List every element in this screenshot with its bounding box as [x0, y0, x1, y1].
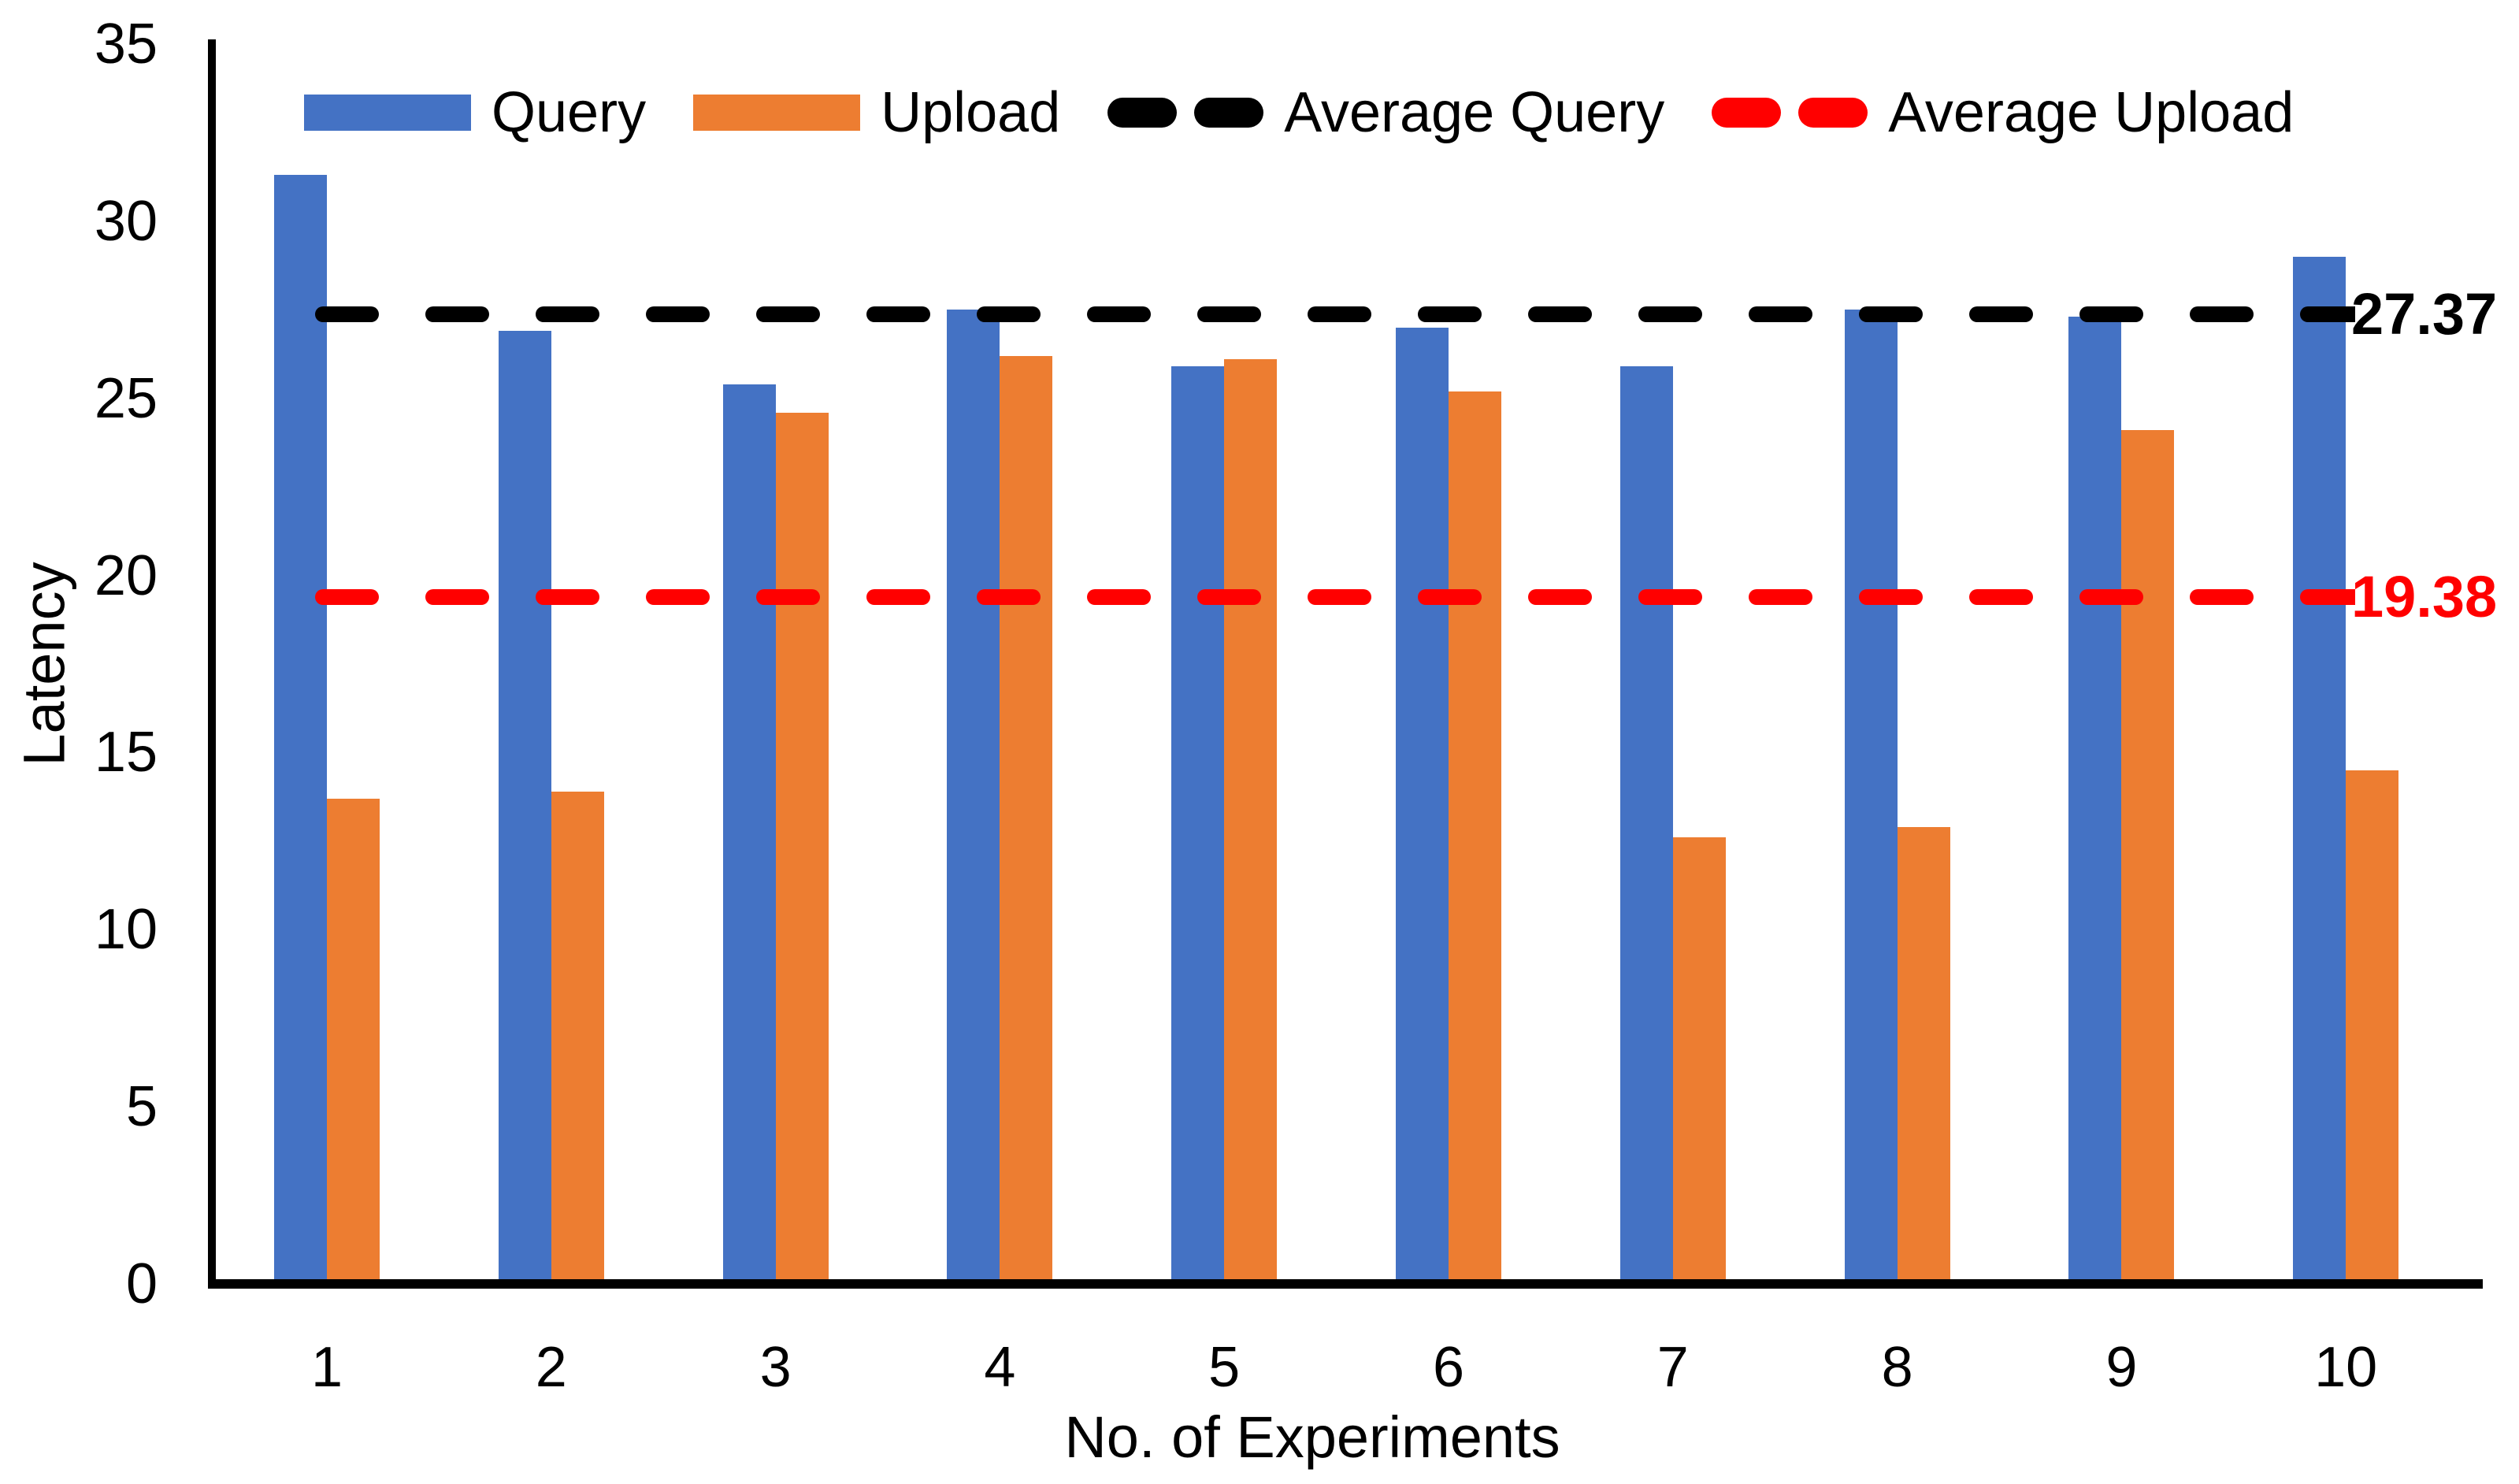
bar-upload-10	[2346, 770, 2399, 1284]
dash-segment	[1749, 306, 1812, 323]
legend-label-average-upload: Average Upload	[1888, 81, 2295, 144]
x-tick-label-4: 4	[984, 1336, 1016, 1399]
y-tick-label-0: 0	[125, 1252, 158, 1315]
y-tick-label-5: 5	[125, 1075, 158, 1139]
bar-upload-6	[1449, 391, 1501, 1284]
average-upload-line	[315, 589, 2355, 606]
x-tick-label-1: 1	[310, 1336, 343, 1399]
x-tick-label-3: 3	[759, 1336, 792, 1399]
dash-segment	[1969, 306, 2033, 323]
dash-segment	[2079, 589, 2143, 606]
dash-segment	[536, 589, 599, 606]
legend-item-query: Query	[304, 84, 646, 141]
dash-segment	[1197, 589, 1261, 606]
bar-upload-7	[1672, 837, 1726, 1284]
y-tick-label-15: 15	[94, 721, 158, 785]
dash-segment	[1087, 589, 1151, 606]
average-upload-value-label: 19.38	[2351, 564, 2498, 630]
dash-segment	[1749, 589, 1812, 606]
dash-segment	[315, 306, 379, 323]
average-query-line	[315, 306, 2355, 323]
bar-upload-5	[1224, 359, 1278, 1284]
bar-query-5	[1171, 366, 1225, 1284]
legend-item-upload: Upload	[693, 84, 1060, 141]
y-tick-label-25: 25	[94, 366, 158, 430]
bar-upload-9	[2121, 430, 2175, 1284]
legend-label-query: Query	[492, 81, 647, 144]
legend-item-average-upload: Average Upload	[1712, 84, 2294, 141]
bar-upload-2	[551, 791, 604, 1284]
x-tick-label-2: 2	[535, 1336, 567, 1399]
average-query-dashed-line-icon	[1107, 98, 1264, 128]
dash-segment	[1528, 589, 1592, 606]
bar-query-4	[947, 310, 1000, 1284]
dash-segment	[2079, 306, 2143, 323]
bar-query-9	[2068, 317, 2122, 1284]
legend-label-upload: Upload	[881, 81, 1061, 144]
bar-upload-1	[327, 798, 380, 1284]
dash-segment	[1638, 306, 1702, 323]
dash-segment	[977, 306, 1041, 323]
x-axis-line	[208, 1279, 2483, 1289]
dash-segment	[2300, 306, 2355, 323]
dash-segment	[1197, 306, 1261, 323]
dash-segment	[977, 589, 1041, 606]
dash-segment	[1308, 589, 1371, 606]
x-tick-label-5: 5	[1208, 1336, 1241, 1399]
dash-segment	[866, 306, 930, 323]
average-query-value-label: 27.37	[2351, 281, 2498, 347]
dash-segment	[1969, 589, 2033, 606]
dash-segment	[425, 589, 489, 606]
dash-segment	[1859, 306, 1923, 323]
dash-segment	[2300, 589, 2355, 606]
dash-segment	[756, 589, 820, 606]
bar-query-2	[498, 331, 551, 1284]
bar-query-10	[2293, 256, 2346, 1284]
y-tick-label-20: 20	[94, 544, 158, 607]
bar-query-3	[722, 384, 776, 1284]
query-swatch-icon	[304, 95, 471, 131]
bar-query-1	[274, 175, 327, 1284]
dash-segment	[756, 306, 820, 323]
dash-segment	[1418, 306, 1482, 323]
dash-segment	[1528, 306, 1592, 323]
average-upload-dashed-line-icon	[1712, 98, 1868, 128]
dash-segment	[646, 589, 710, 606]
x-tick-label-7: 7	[1656, 1336, 1689, 1399]
dash-segment	[1087, 306, 1151, 323]
x-tick-label-10: 10	[2314, 1336, 2378, 1399]
y-tick-label-30: 30	[94, 189, 158, 253]
upload-swatch-icon	[693, 95, 861, 131]
dash-segment	[866, 589, 930, 606]
y-axis-line	[208, 39, 216, 1289]
dash-segment	[1418, 589, 1482, 606]
x-tick-label-8: 8	[1881, 1336, 1913, 1399]
bar-upload-4	[1000, 355, 1053, 1284]
bar-upload-3	[775, 412, 829, 1284]
dash-segment	[1859, 589, 1923, 606]
bar-query-6	[1396, 327, 1449, 1284]
y-tick-label-35: 35	[94, 13, 158, 76]
bar-upload-8	[1897, 826, 1950, 1284]
x-axis-title: No. of Experiments	[1064, 1404, 1560, 1470]
dash-segment	[1638, 589, 1702, 606]
dash-segment	[1308, 306, 1371, 323]
bar-query-8	[1844, 310, 1898, 1284]
x-tick-label-9: 9	[2105, 1336, 2138, 1399]
x-tick-label-6: 6	[1432, 1336, 1465, 1399]
dash-segment	[2190, 589, 2254, 606]
legend-label-average-query: Average Query	[1284, 81, 1665, 144]
dash-segment	[646, 306, 710, 323]
legend-item-average-query: Average Query	[1107, 84, 1664, 141]
dash-segment	[2190, 306, 2254, 323]
dash-segment	[425, 306, 489, 323]
legend: Query Upload Average Query Average Upload	[304, 84, 2294, 141]
dash-segment	[315, 589, 379, 606]
bar-query-7	[1619, 366, 1673, 1284]
dash-segment	[536, 306, 599, 323]
y-tick-label-10: 10	[94, 898, 158, 962]
